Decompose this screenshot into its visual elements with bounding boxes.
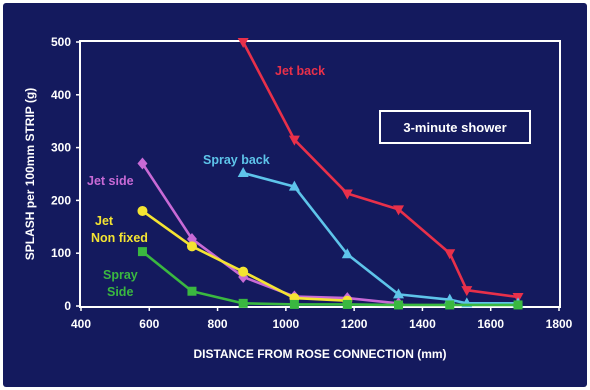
series-label-spray-side: Spray <box>103 268 138 282</box>
data-point-spray-back <box>341 248 353 259</box>
x-tick-label: 400 <box>71 317 91 331</box>
data-point-spray-side <box>513 300 523 310</box>
data-point-jet-non-fixed <box>186 241 197 252</box>
data-point-jet-back <box>237 38 249 48</box>
series-label-spray-back: Spray back <box>203 153 270 167</box>
series-label-jet-side: Jet side <box>87 174 134 188</box>
x-tick-label: 1000 <box>273 317 300 331</box>
series-spray-back <box>237 166 524 308</box>
data-point-jet-back <box>288 135 300 146</box>
data-point-jet-back <box>444 249 456 260</box>
y-tick-label: 300 <box>51 141 71 155</box>
plot-frame <box>79 40 561 308</box>
series-label-jet-non-fixed: Non fixed <box>91 231 148 245</box>
annotation-box: 3-minute shower <box>379 110 531 144</box>
x-tick-label: 1800 <box>546 317 573 331</box>
data-point-jet-back <box>341 189 353 200</box>
data-point-spray-side <box>394 300 404 310</box>
series-line-spray-back <box>241 171 520 305</box>
series-line-jet-side <box>141 162 400 305</box>
data-point-spray-back <box>237 166 249 177</box>
y-tick-label: 200 <box>51 193 71 207</box>
data-point-spray-side <box>238 298 248 308</box>
x-tick-label: 1600 <box>477 317 504 331</box>
annotation-text: 3-minute shower <box>403 120 506 135</box>
chart-background: 400 600 800 1000 1200 1400 1600 1800 0 100 200 300 4… <box>3 3 587 387</box>
data-point-jet-non-fixed <box>137 205 148 216</box>
data-point-spray-side <box>445 300 455 310</box>
y-tick-label: 500 <box>51 35 71 49</box>
y-tick-label: 0 <box>64 299 71 313</box>
series-spray-side <box>137 247 523 310</box>
y-axis-label: SPLASH per 100mm STRIP (g) <box>23 88 37 261</box>
data-point-jet-back <box>461 286 473 297</box>
data-point-jet-side <box>186 232 197 245</box>
y-tick-label: 400 <box>51 88 71 102</box>
x-axis-label: DISTANCE FROM ROSE CONNECTION (mm) <box>193 347 446 361</box>
data-point-spray-back <box>393 288 405 299</box>
data-point-spray-side <box>187 286 197 296</box>
series-label-jet-non-fixed: Jet <box>95 214 114 228</box>
x-tick-label: 800 <box>208 317 228 331</box>
data-point-spray-side <box>137 247 147 257</box>
series-line-jet-back <box>241 40 520 299</box>
data-point-jet-non-fixed <box>238 266 249 277</box>
x-tick-label: 1400 <box>409 317 436 331</box>
data-point-jet-side <box>137 157 148 170</box>
x-tick-label: 1200 <box>341 317 368 331</box>
series-label-spray-side: Side <box>107 285 133 299</box>
y-tick-label: 100 <box>51 246 71 260</box>
x-tick-label: 600 <box>139 317 159 331</box>
series-label-jet-back: Jet back <box>275 64 325 78</box>
series-line-jet-non-fixed <box>141 209 349 303</box>
splash-chart: 400 600 800 1000 1200 1400 1600 1800 0 100 200 300 4… <box>23 35 573 361</box>
series-line-spray-side <box>141 250 520 307</box>
series-jet-back <box>237 38 524 304</box>
data-point-spray-back <box>288 180 300 191</box>
data-point-spray-side <box>289 299 299 309</box>
data-point-jet-back <box>393 205 405 216</box>
data-point-spray-side <box>342 299 352 309</box>
